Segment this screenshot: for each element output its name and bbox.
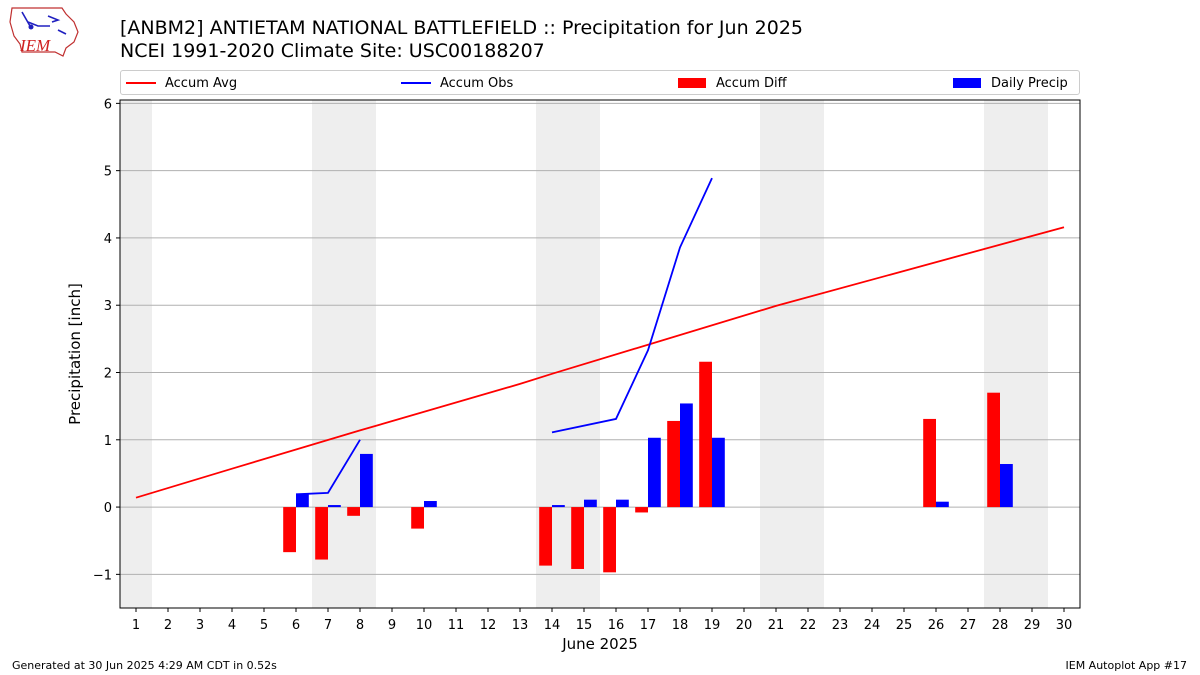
accum-diff-bar xyxy=(603,507,616,573)
x-axis-label: June 2025 xyxy=(561,635,638,653)
legend-label-accum-obs: Accum Obs xyxy=(440,75,514,91)
x-tick-label: 30 xyxy=(1056,618,1073,633)
accum-diff-bar xyxy=(539,507,552,566)
y-tick-label: 0 xyxy=(104,501,112,516)
x-tick-label: 1 xyxy=(132,618,140,633)
chart-title: [ANBM2] ANTIETAM NATIONAL BATTLEFIELD ::… xyxy=(120,17,804,39)
y-tick-label: 2 xyxy=(104,367,112,382)
daily-precip-bar xyxy=(680,403,693,508)
legend-label-accum-avg: Accum Avg xyxy=(165,75,238,91)
x-tick-label: 10 xyxy=(416,618,433,633)
x-tick-label: 20 xyxy=(736,618,753,633)
x-tick-label: 8 xyxy=(356,618,364,633)
accum-obs-line xyxy=(295,439,361,496)
accum-diff-bar xyxy=(411,507,424,529)
accum-diff-bar xyxy=(635,507,648,513)
legend-item-accum-obs: Accum Obs xyxy=(401,74,513,92)
x-tick-label: 22 xyxy=(800,618,817,633)
x-tick-label: 5 xyxy=(260,618,268,633)
x-tick-label: 14 xyxy=(544,618,561,633)
y-tick-label: −1 xyxy=(93,568,112,583)
y-axis-label: Precipitation [inch] xyxy=(66,283,84,425)
daily-precip-bar xyxy=(424,501,437,508)
x-tick-label: 16 xyxy=(608,618,625,633)
y-tick-label: 6 xyxy=(104,97,112,112)
x-tick-label: 23 xyxy=(832,618,849,633)
x-tick-label: 13 xyxy=(512,618,529,633)
weekend-band xyxy=(984,100,1048,608)
iem-logo: IEM xyxy=(9,7,79,57)
accum-diff-bar xyxy=(923,418,936,508)
footer-app: IEM Autoplot App #17 xyxy=(1065,659,1188,672)
daily-precip-bar xyxy=(360,453,373,508)
x-tick-label: 7 xyxy=(324,618,332,633)
legend-item-accum-avg: Accum Avg xyxy=(126,74,237,92)
x-tick-label: 15 xyxy=(576,618,593,633)
weekend-band xyxy=(120,100,152,608)
x-tick-label: 11 xyxy=(448,618,465,633)
legend-swatch-accum-diff xyxy=(678,78,706,88)
legend-label-accum-diff: Accum Diff xyxy=(716,75,787,91)
accum-diff-bar xyxy=(347,507,360,516)
x-tick-label: 26 xyxy=(928,618,945,633)
daily-precip-bar xyxy=(328,505,341,508)
accum-diff-bar xyxy=(283,507,296,553)
x-tick-label: 6 xyxy=(292,618,300,633)
x-tick-label: 3 xyxy=(196,618,204,633)
legend-label-daily-precip: Daily Precip xyxy=(991,75,1068,91)
accum-diff-bar xyxy=(315,507,328,560)
y-tick-label: 4 xyxy=(104,232,112,247)
x-tick-label: 21 xyxy=(768,618,785,633)
x-tick-label: 4 xyxy=(228,618,236,633)
daily-precip-bar xyxy=(1000,464,1013,508)
accum-diff-bar xyxy=(699,361,712,508)
accum-obs-line xyxy=(551,177,713,434)
x-tick-label: 19 xyxy=(704,618,721,633)
y-tick-label: 1 xyxy=(104,434,112,449)
plot-frame xyxy=(119,99,1081,609)
chart-subtitle: NCEI 1991-2020 Climate Site: USC00188207 xyxy=(120,40,545,62)
x-tick-label: 17 xyxy=(640,618,657,633)
legend: Accum Avg Accum Obs Accum Diff Daily Pre… xyxy=(120,70,1080,95)
footer-generated: Generated at 30 Jun 2025 4:29 AM CDT in … xyxy=(12,659,277,672)
x-tick-label: 27 xyxy=(960,618,977,633)
weather-station-icon xyxy=(21,11,67,35)
station-dot-icon xyxy=(28,24,34,30)
daily-precip-bar xyxy=(584,499,597,508)
accum-avg-line xyxy=(135,226,1065,499)
x-tick-label: 12 xyxy=(480,618,497,633)
daily-precip-bar xyxy=(616,499,629,508)
x-tick-label: 2 xyxy=(164,618,172,633)
accum-diff-bar xyxy=(987,392,1000,508)
daily-precip-bar xyxy=(936,501,949,508)
x-tick-label: 18 xyxy=(672,618,689,633)
daily-precip-bar xyxy=(712,437,725,508)
y-tick-label: 5 xyxy=(104,165,112,180)
x-tick-label: 24 xyxy=(864,618,881,633)
x-tick-label: 9 xyxy=(388,618,396,633)
x-tick-label: 25 xyxy=(896,618,913,633)
weekend-band xyxy=(760,100,824,608)
x-tick-label: 28 xyxy=(992,618,1009,633)
logo-text: IEM xyxy=(19,36,51,55)
x-tick-label: 29 xyxy=(1024,618,1041,633)
legend-item-daily-precip: Daily Precip xyxy=(953,74,1068,92)
daily-precip-bar xyxy=(552,505,565,508)
accum-diff-bar xyxy=(667,420,680,508)
legend-swatch-accum-obs xyxy=(401,82,431,84)
daily-precip-bar xyxy=(296,494,309,508)
legend-swatch-accum-avg xyxy=(126,82,156,84)
daily-precip-bar xyxy=(648,437,661,508)
accum-diff-bar xyxy=(571,507,584,569)
legend-swatch-daily-precip xyxy=(953,78,981,88)
legend-item-accum-diff: Accum Diff xyxy=(678,74,787,92)
y-tick-label: 3 xyxy=(104,299,112,314)
